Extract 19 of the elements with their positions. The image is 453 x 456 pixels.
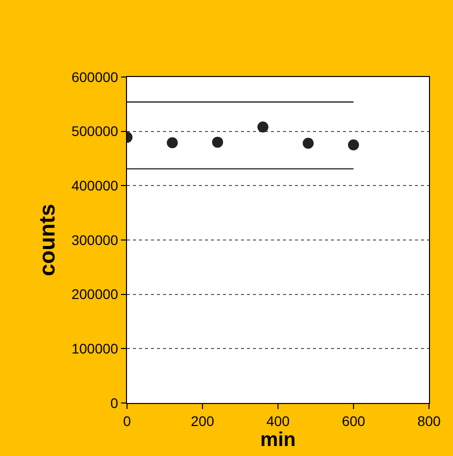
x-tick-label: 200 <box>190 412 214 429</box>
y-tick-label: 0 <box>110 394 118 411</box>
x-tick-label: 0 <box>123 412 132 429</box>
y-tick-label: 300000 <box>71 232 118 248</box>
y-axis-title: counts <box>34 204 60 276</box>
x-axis-title: min <box>260 428 296 451</box>
y-tick-label: 200000 <box>71 286 118 302</box>
x-tick-label: 400 <box>266 412 290 429</box>
point <box>166 137 178 148</box>
y-tick-label: 500000 <box>71 123 118 140</box>
y-tick-label: 400000 <box>71 178 118 194</box>
y-tick-label: 600000 <box>71 68 118 85</box>
point <box>302 138 314 149</box>
y-tick-label: 100000 <box>71 340 118 357</box>
x-tick-label: 600 <box>342 412 366 429</box>
x-tick-label: 800 <box>417 412 441 429</box>
point <box>257 121 268 132</box>
point <box>348 139 359 150</box>
point <box>212 136 224 148</box>
